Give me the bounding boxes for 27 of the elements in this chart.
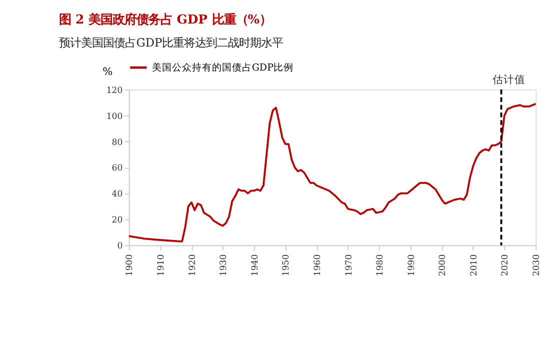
x-tick-label: 2020 [500,254,511,276]
x-tick-label: 1940 [250,254,260,276]
chart-subtitle: 预计美国国债占GDP比重将达到二战时期水平 [59,36,284,50]
y-tick-label: 80 [112,138,123,148]
x-tick-label: 1930 [219,254,230,276]
y-axis-title: % [102,66,113,78]
x-tick-label: 2010 [469,254,480,276]
chart-title: 图 2 美国政府债务占 GDP 比重（%） [59,12,272,27]
x-tick-label: 1990 [406,254,417,276]
y-tick-label: 100 [106,112,123,122]
y-tick-label: 60 [112,164,123,174]
ref-line-label: 估计值 [492,72,526,86]
legend-label: 美国公众持有的国债占GDP比例 [152,61,294,74]
x-tick-label: 1920 [188,254,198,276]
line-series [128,102,537,242]
x-tick-label: 1960 [312,254,323,276]
x-tick-label: 2030 [532,254,542,276]
y-tick-label: 20 [112,216,123,226]
x-tick-label: 2000 [438,254,448,276]
x-tick-label: 1980 [376,254,386,276]
y-tick-label: 0 [117,242,123,252]
y-tick-label: 120 [106,86,123,96]
x-tick-label: 1950 [282,254,292,276]
x-tick-label: 1900 [125,254,136,276]
x-tick-label: 1970 [344,254,354,276]
x-tick-label: 1910 [156,254,167,276]
y-tick-label: 40 [112,190,123,200]
